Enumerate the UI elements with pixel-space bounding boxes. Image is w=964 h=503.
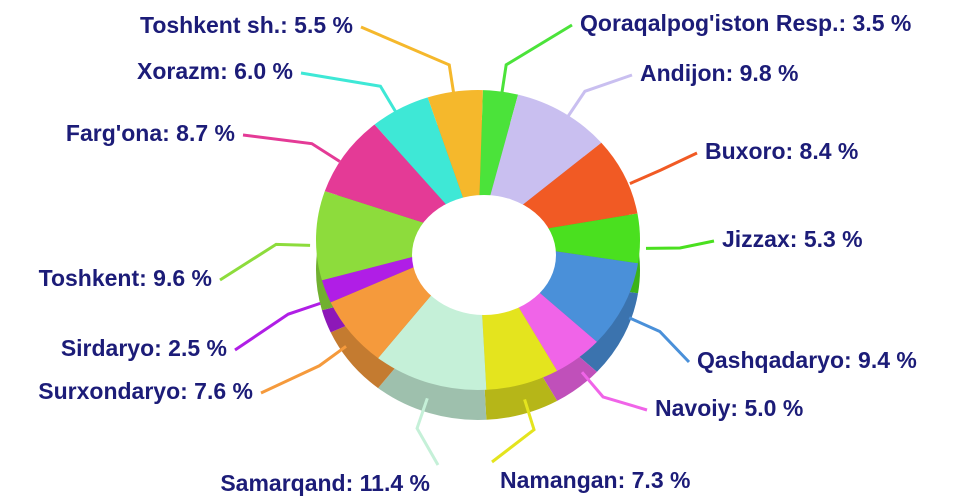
data-label: Namangan: 7.3 % [500, 467, 690, 493]
leader-line [415, 397, 440, 466]
data-label: Buxoro: 8.4 % [705, 138, 858, 164]
slice [478, 213, 640, 264]
data-label: Andijon: 9.8 % [640, 60, 798, 86]
data-label: Jizzax: 5.3 % [722, 226, 863, 252]
donut-hole [412, 195, 556, 315]
leader-line [565, 73, 633, 119]
leader-line [360, 25, 456, 97]
leader-line [645, 239, 715, 250]
leader-line [219, 242, 311, 282]
data-label: Xorazm: 6.0 % [137, 58, 293, 84]
data-label: Toshkent: 9.6 % [39, 265, 212, 291]
slice [316, 191, 478, 281]
leader-line [300, 71, 399, 115]
data-label: Toshkent sh.: 5.5 % [140, 12, 353, 38]
data-label: Qashqadaryo: 9.4 % [697, 347, 917, 373]
data-label: Qoraqalpog'iston Resp.: 3.5 % [580, 10, 911, 36]
leader-line [260, 345, 347, 395]
leader-line [242, 133, 341, 163]
data-label: Farg'ona: 8.7 % [66, 120, 235, 146]
leader-line [629, 151, 698, 185]
leader-line [234, 301, 321, 352]
data-label: Surxondaryo: 7.6 % [38, 378, 253, 404]
data-label: Navoiy: 5.0 % [655, 395, 803, 421]
leader-line [580, 371, 648, 412]
leader-line [491, 399, 536, 464]
leader-line [628, 316, 691, 364]
data-label: Sirdaryo: 2.5 % [61, 335, 227, 361]
data-label: Samarqand: 11.4 % [220, 470, 430, 496]
leader-line [499, 23, 573, 97]
